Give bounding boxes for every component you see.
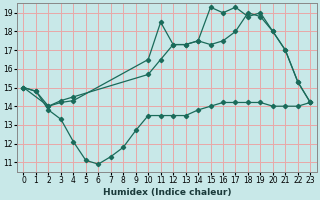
X-axis label: Humidex (Indice chaleur): Humidex (Indice chaleur) xyxy=(103,188,231,197)
